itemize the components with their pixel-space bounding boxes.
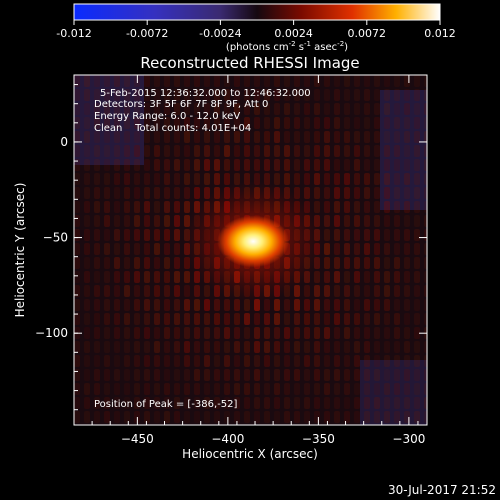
plot-frame	[73, 74, 428, 426]
flare-peak-source	[217, 215, 290, 268]
colorbar-ticks: -0.012 -0.0072 -0.0024 0.0024 0.0072 0.012	[56, 20, 456, 40]
y-tick-label: 0	[60, 135, 68, 149]
colorbar-tick-label: 0.0072	[348, 27, 387, 40]
x-tick-label: −350	[302, 432, 335, 446]
heatmap-image	[74, 75, 427, 425]
x-tick-label: −450	[121, 432, 154, 446]
annotation-peak-position: Position of Peak = [-386,-52]	[94, 399, 238, 410]
colorbar-tick-label: 0.0024	[274, 27, 313, 40]
annotation-time-range: 5-Feb-2015 12:36:32.000 to 12:46:32.000	[100, 88, 311, 99]
colorbar	[73, 3, 441, 21]
y-tick-label: −50	[43, 231, 68, 245]
x-tick-label: −400	[211, 432, 244, 446]
footer-date: 30-Jul-2017 21:52	[388, 483, 496, 497]
colorbar-tick-label: -0.0072	[126, 27, 168, 40]
chart-title: Reconstructed RHESSI Image	[140, 54, 359, 72]
annotation-energy: Energy Range: 6.0 - 12.0 keV	[94, 111, 240, 122]
colorbar-tick-label: 0.012	[424, 27, 456, 40]
x-tick-label: −300	[392, 432, 425, 446]
axis-ticks: −450 −400 −350 −300 0 −50 −100	[35, 75, 427, 446]
colorbar-tick-label: -0.012	[56, 27, 91, 40]
colorbar-tick-label: -0.0024	[199, 27, 241, 40]
annotation-detectors: Detectors: 3F 5F 6F 7F 8F 9F, Att 0	[94, 99, 268, 110]
y-axis-label: Heliocentric Y (arcsec)	[13, 183, 27, 318]
y-tick-label: −100	[35, 326, 68, 340]
annotation-clean: Clean Total counts: 4.01E+04	[94, 123, 251, 134]
x-axis-label: Heliocentric X (arcsec)	[182, 447, 318, 461]
colorbar-unit-label: (photons cm-2 s-1 asec-2)	[226, 40, 348, 53]
